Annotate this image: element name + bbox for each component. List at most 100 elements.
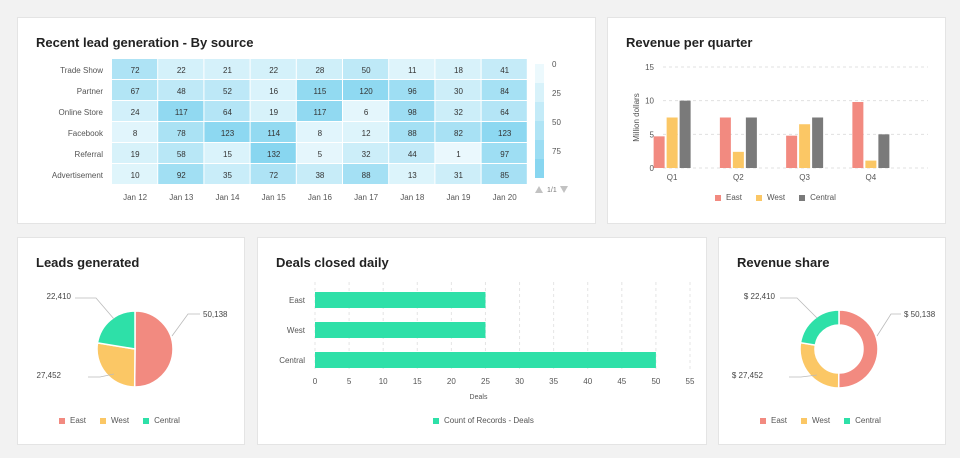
heatmap-cell[interactable] xyxy=(296,122,342,142)
heatmap-cell[interactable] xyxy=(112,143,158,163)
central-swatch xyxy=(799,194,806,201)
heatmap-cell[interactable] xyxy=(481,122,527,142)
heatmap-cell[interactable] xyxy=(481,164,527,184)
heatmap-cell[interactable] xyxy=(204,101,250,121)
heatmap-cell[interactable] xyxy=(481,143,527,163)
heatmap-cell[interactable] xyxy=(435,122,481,142)
bar-central[interactable] xyxy=(878,134,890,168)
heatmap-cell[interactable] xyxy=(204,143,250,163)
heatmap-cell[interactable] xyxy=(296,80,342,100)
heatmap-cell-value: 72 xyxy=(269,171,278,180)
heatmap-cell[interactable] xyxy=(435,59,481,79)
bar-east[interactable] xyxy=(653,136,665,168)
legend-item-west[interactable]: West xyxy=(756,193,785,202)
bar-central[interactable] xyxy=(745,117,757,169)
heatmap-cell[interactable] xyxy=(112,59,158,79)
heatmap-cell[interactable] xyxy=(204,164,250,184)
heatmap-cell[interactable] xyxy=(204,80,250,100)
legend-item-east[interactable]: East xyxy=(760,416,787,425)
heatmap-cell[interactable] xyxy=(250,164,296,184)
legend-item-central[interactable]: Central xyxy=(844,416,881,425)
slice-central[interactable] xyxy=(799,309,840,346)
x-tick-label: 35 xyxy=(549,377,558,386)
bar-central[interactable] xyxy=(812,117,824,169)
heatmap-cell[interactable] xyxy=(250,143,296,163)
heatmap-cell[interactable] xyxy=(343,80,389,100)
heatmap-cell[interactable] xyxy=(435,101,481,121)
heatmap-cell[interactable] xyxy=(158,80,204,100)
heatmap-cell[interactable] xyxy=(158,122,204,142)
heatmap-cell[interactable] xyxy=(343,164,389,184)
bar-west[interactable] xyxy=(666,117,678,169)
heatmap-column-label: Jan 14 xyxy=(215,193,240,202)
heatmap-cell[interactable] xyxy=(389,101,435,121)
triangle-up-icon[interactable] xyxy=(535,186,543,193)
legend-item-west[interactable]: West xyxy=(801,416,830,425)
heatmap-cell[interactable] xyxy=(250,80,296,100)
legend-item-west[interactable]: West xyxy=(100,416,129,425)
heatmap-cell[interactable] xyxy=(296,164,342,184)
heatmap-cell[interactable] xyxy=(435,164,481,184)
heatmap-cell[interactable] xyxy=(204,59,250,79)
bar-central[interactable] xyxy=(315,352,656,368)
heatmap-cell[interactable] xyxy=(296,143,342,163)
heatmap-cell-value: 28 xyxy=(315,66,324,75)
heatmap-cell[interactable] xyxy=(343,59,389,79)
heatmap-cell[interactable] xyxy=(296,59,342,79)
bar-west[interactable] xyxy=(732,151,744,168)
heatmap-cell[interactable] xyxy=(158,164,204,184)
legend-item-east[interactable]: East xyxy=(715,193,742,202)
heatmap-cell[interactable] xyxy=(481,80,527,100)
heatmap-cell[interactable] xyxy=(296,101,342,121)
slice-west[interactable] xyxy=(96,341,136,388)
legend-item-central[interactable]: Central xyxy=(799,193,836,202)
bar-east[interactable] xyxy=(852,102,864,168)
heatmap-cell[interactable] xyxy=(250,101,296,121)
heatmap-row-label: Online Store xyxy=(59,108,104,117)
heatmap-cell[interactable] xyxy=(158,101,204,121)
heatmap-cell[interactable] xyxy=(112,80,158,100)
heatmap-cell[interactable] xyxy=(389,164,435,184)
slice-central[interactable] xyxy=(96,310,136,350)
heatmap-cell[interactable] xyxy=(389,122,435,142)
heatmap-cell[interactable] xyxy=(389,80,435,100)
heatmap-cell[interactable] xyxy=(112,122,158,142)
revenue-quarter-card: Revenue per quarter 0 5 10 15 Million dollar… xyxy=(607,17,946,224)
heatmap-cell[interactable] xyxy=(343,101,389,121)
bar-central[interactable] xyxy=(679,100,691,168)
heatmap-cell[interactable] xyxy=(481,59,527,79)
slice-west[interactable] xyxy=(799,341,840,389)
heatmap-cell[interactable] xyxy=(343,143,389,163)
y-tick-label: East xyxy=(289,296,306,305)
heatmap-row-label: Facebook xyxy=(68,129,104,138)
legend-item-east[interactable]: East xyxy=(59,416,86,425)
bar-east[interactable] xyxy=(786,135,798,168)
bar-west[interactable] xyxy=(799,124,811,168)
heatmap-cell[interactable] xyxy=(389,59,435,79)
heatmap-cell[interactable] xyxy=(112,164,158,184)
heatmap-cell[interactable] xyxy=(250,59,296,79)
bar-east[interactable] xyxy=(719,117,731,169)
heatmap-cell[interactable] xyxy=(343,122,389,142)
triangle-down-icon[interactable] xyxy=(560,186,568,193)
heatmap-cell[interactable] xyxy=(158,59,204,79)
heatmap-cell[interactable] xyxy=(112,101,158,121)
slice-east[interactable] xyxy=(837,309,879,389)
legend-item-deals[interactable]: Count of Records - Deals xyxy=(433,416,534,425)
heatmap-scale-segment xyxy=(535,121,544,140)
heatmap-cell[interactable] xyxy=(250,122,296,142)
legend-item-central[interactable]: Central xyxy=(143,416,180,425)
heatmap-cell[interactable] xyxy=(481,101,527,121)
bar-west[interactable] xyxy=(865,160,877,168)
heatmap-cell[interactable] xyxy=(204,122,250,142)
heatmap-cell[interactable] xyxy=(389,143,435,163)
slice-leader-line xyxy=(88,373,115,378)
heatmap-cell[interactable] xyxy=(435,143,481,163)
slice-leader-line xyxy=(171,313,200,337)
bar-east[interactable] xyxy=(315,292,486,308)
x-tick-label: 20 xyxy=(447,377,456,386)
heatmap-cell[interactable] xyxy=(158,143,204,163)
bar-west[interactable] xyxy=(315,322,486,338)
slice-east[interactable] xyxy=(133,310,174,388)
heatmap-cell[interactable] xyxy=(435,80,481,100)
